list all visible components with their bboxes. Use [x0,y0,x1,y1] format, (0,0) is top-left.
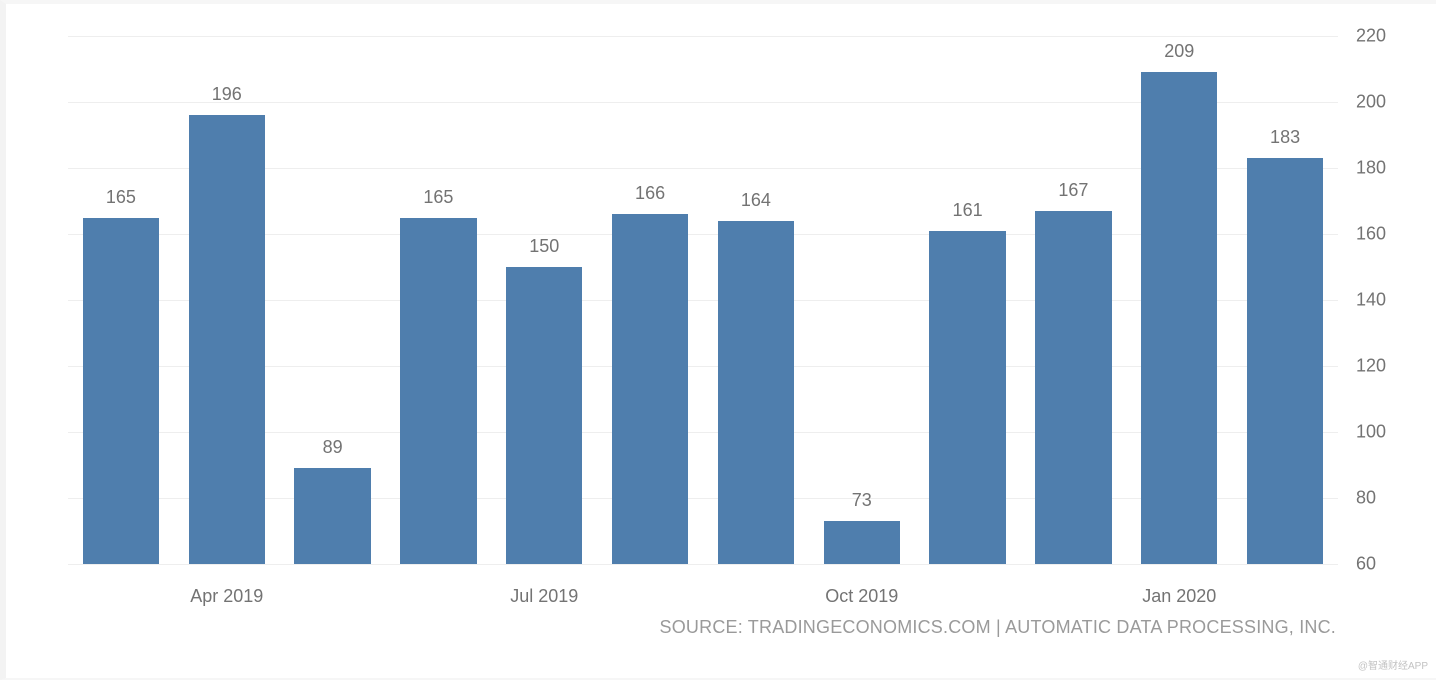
bar-value-label: 89 [323,437,343,458]
y-tick-label: 220 [1356,26,1386,47]
bar-value-label: 183 [1270,127,1300,148]
source-caption: SOURCE: TRADINGECONOMICS.COM | AUTOMATIC… [660,617,1336,638]
x-tick-label: Apr 2019 [190,586,263,607]
gridline [68,564,1338,565]
chart-frame: 165 196 89 165 150 166 164 73 161 167 209 183 60 80 1… [0,0,1436,680]
x-tick-label: Jan 2020 [1142,586,1216,607]
y-tick-label: 140 [1356,290,1386,311]
bar-value-label: 209 [1164,41,1194,62]
x-tick-label: Jul 2019 [510,586,578,607]
x-tick-label: Oct 2019 [825,586,898,607]
y-tick-label: 160 [1356,224,1386,245]
watermark: @智通财经APP [1358,657,1428,672]
bar-labels-layer: 165 196 89 165 150 166 164 73 161 167 209 183 [68,36,1338,564]
y-tick-label: 80 [1356,488,1376,509]
y-tick-label: 60 [1356,554,1376,575]
bar-value-label: 161 [953,200,983,221]
bar-value-label: 150 [529,236,559,257]
bar-value-label: 165 [423,187,453,208]
bar-value-label: 166 [635,183,665,204]
bar-value-label: 196 [212,84,242,105]
bar-value-label: 165 [106,187,136,208]
bar-value-label: 164 [741,190,771,211]
plot-area: 165 196 89 165 150 166 164 73 161 167 209 183 [68,36,1338,564]
y-tick-label: 100 [1356,422,1386,443]
bar-value-label: 73 [852,490,872,511]
y-tick-label: 180 [1356,158,1386,179]
y-tick-label: 200 [1356,92,1386,113]
y-tick-label: 120 [1356,356,1386,377]
bar-value-label: 167 [1058,180,1088,201]
